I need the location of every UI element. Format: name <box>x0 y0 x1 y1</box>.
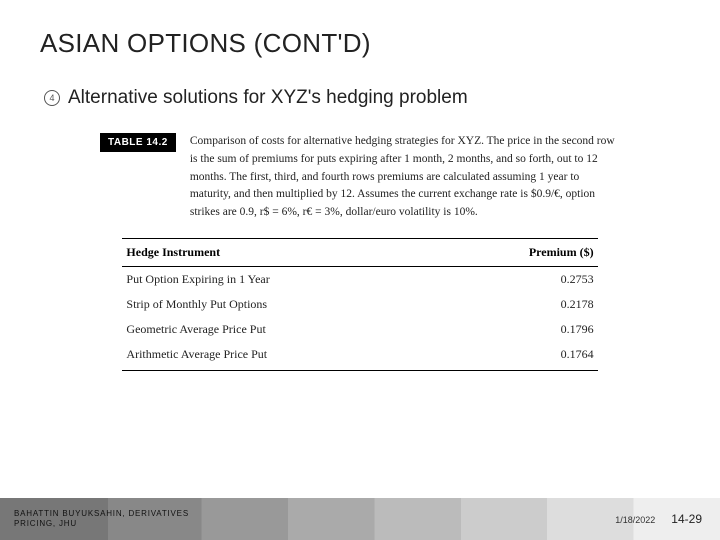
cell-premium: 0.1796 <box>443 317 597 342</box>
col-header-instrument: Hedge Instrument <box>122 239 443 267</box>
table-tag: TABLE 14.2 <box>100 133 176 152</box>
table-caption: Comparison of costs for alternative hedg… <box>190 133 620 222</box>
cell-instrument: Strip of Monthly Put Options <box>122 292 443 317</box>
table-figure: TABLE 14.2 Comparison of costs for alter… <box>90 127 630 371</box>
bullet-text: Alternative solutions for XYZ's hedging … <box>68 87 468 109</box>
cell-instrument: Put Option Expiring in 1 Year <box>122 267 443 293</box>
page-title: ASIAN OPTIONS (CONT'D) <box>40 28 680 59</box>
footer-band: BAHATTIN BUYUKSAHIN, DERIVATIVES PRICING… <box>0 498 720 540</box>
hedge-table: Hedge Instrument Premium ($) Put Option … <box>122 238 597 371</box>
footer-right: 1/18/2022 14-29 <box>615 512 702 526</box>
bullet-number-icon: 4 <box>44 90 60 106</box>
col-header-premium: Premium ($) <box>443 239 597 267</box>
table-row: Put Option Expiring in 1 Year 0.2753 <box>122 267 597 293</box>
bullet-item: 4 Alternative solutions for XYZ's hedgin… <box>40 87 680 109</box>
cell-instrument: Arithmetic Average Price Put <box>122 342 443 371</box>
table-row: Arithmetic Average Price Put 0.1764 <box>122 342 597 371</box>
footer-author-line1: BAHATTIN BUYUKSAHIN, DERIVATIVES <box>14 509 189 519</box>
cell-premium: 0.2178 <box>443 292 597 317</box>
slide-container: ASIAN OPTIONS (CONT'D) 4 Alternative sol… <box>0 0 720 540</box>
table-header-row: Hedge Instrument Premium ($) <box>122 239 597 267</box>
footer-page: 14-29 <box>671 512 702 526</box>
table-caption-row: TABLE 14.2 Comparison of costs for alter… <box>90 127 630 232</box>
footer-author-line2: PRICING, JHU <box>14 519 189 529</box>
cell-instrument: Geometric Average Price Put <box>122 317 443 342</box>
footer-date: 1/18/2022 <box>615 515 655 525</box>
footer-author: BAHATTIN BUYUKSAHIN, DERIVATIVES PRICING… <box>14 509 189 530</box>
cell-premium: 0.1764 <box>443 342 597 371</box>
table-row: Strip of Monthly Put Options 0.2178 <box>122 292 597 317</box>
table-row: Geometric Average Price Put 0.1796 <box>122 317 597 342</box>
cell-premium: 0.2753 <box>443 267 597 293</box>
